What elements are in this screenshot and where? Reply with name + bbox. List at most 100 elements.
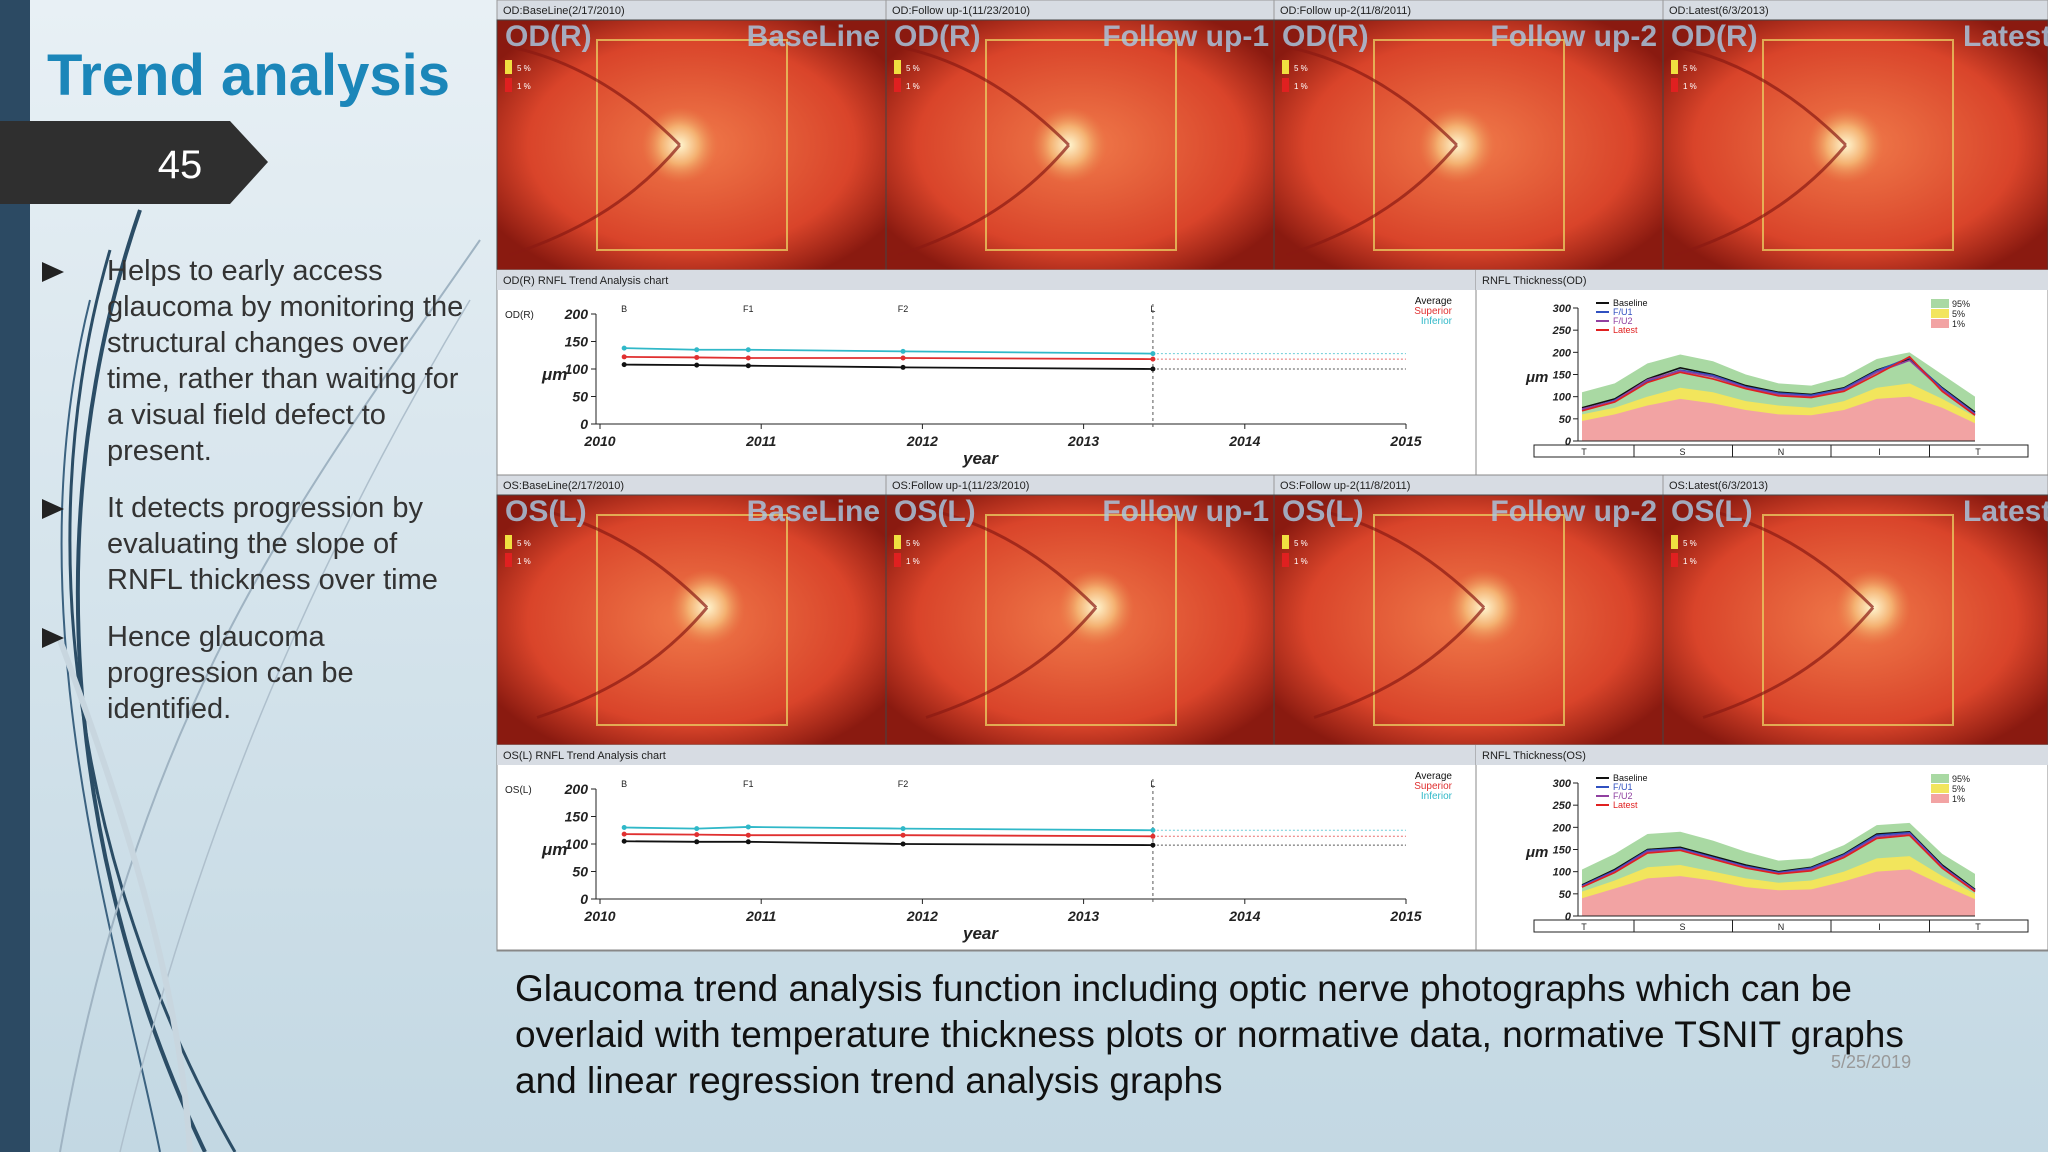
y-tick-label: 50 [572, 864, 588, 880]
scale-label: 1 % [1683, 557, 1697, 566]
sector-strip [1533, 444, 2029, 458]
eye-overlay: OD(R) [505, 20, 592, 53]
scale-label: 1 % [517, 557, 531, 566]
visit-marker: F1 [743, 304, 754, 314]
scale-swatch [505, 60, 512, 74]
thickness-grid [596, 514, 788, 726]
sector-label: T [1581, 447, 1587, 457]
y-tick-label: 0 [1565, 436, 1572, 448]
chart-title: OD(R) RNFL Trend Analysis chart [503, 275, 668, 287]
eye-overlay: OS(L) [505, 495, 587, 528]
x-tick-label: 2012 [906, 908, 938, 924]
bullet-text: Hence glaucoma [107, 621, 325, 653]
stage-overlay: Follow up-1 [1102, 495, 1269, 528]
bullet-marker [42, 499, 64, 519]
eye-overlay: OS(L) [1282, 495, 1364, 528]
panel-header-text: OS:Follow up-2(11/8/2011) [1280, 480, 1410, 492]
bullet-text: present. [107, 435, 212, 467]
y-axis-label: μm [541, 840, 567, 859]
trend-chart: OS(L) RNFL Trend Analysis chart OS(L) μm ye… [496, 744, 1477, 951]
band-swatch [1931, 319, 1949, 328]
visit-marker: F2 [898, 304, 909, 314]
y-tick-label: 50 [572, 389, 588, 405]
vessel [1303, 506, 1486, 719]
stage-overlay: Latest [1963, 20, 2048, 53]
vessel [1276, 43, 1458, 257]
y-tick-label: 200 [1552, 347, 1572, 359]
x-axis-label: year [962, 924, 999, 943]
legend-entry: Inferior [1421, 791, 1453, 802]
y-tick-label: 300 [1553, 778, 1572, 790]
trend-point [621, 838, 627, 844]
scale-label: 5 % [1294, 64, 1308, 73]
band-label: 1% [1952, 319, 1965, 329]
y-axis-label: μm [541, 365, 567, 384]
bullet-text: progression can be [107, 657, 354, 689]
number-tab [0, 121, 268, 204]
legend-entry: Average [1415, 771, 1453, 782]
trend-point [900, 348, 906, 354]
chart-panel [496, 269, 1477, 476]
stage-overlay: BaseLine [747, 495, 880, 528]
caption-line: overlaid with temperature thickness plot… [515, 1014, 1904, 1055]
trend-point [900, 364, 906, 370]
band-swatch [1931, 299, 1949, 308]
x-tick-label: 2011 [745, 908, 776, 924]
trend-point [621, 362, 627, 368]
stage-overlay: BaseLine [747, 20, 880, 53]
visit-marker: F2 [898, 779, 909, 789]
legend-entry: Superior [1414, 306, 1452, 317]
tsnit-line [1581, 355, 1976, 416]
band-label: 95% [1952, 299, 1970, 309]
scale-swatch [1671, 78, 1678, 92]
eye-overlay: OD(R) [1671, 20, 1758, 53]
sector-label: S [1679, 922, 1685, 932]
tsnit-line [1581, 830, 1976, 891]
eye-label: OS(L) [505, 785, 532, 796]
bullet-text: It detects progression by [107, 492, 423, 524]
decor-curves [57, 209, 481, 1152]
panel-header-text: OS:Follow up-1(11/23/2010) [892, 480, 1029, 492]
visit-marker: L [1150, 779, 1155, 789]
trend-point [694, 362, 700, 368]
legend-entry: F/U1 [1613, 782, 1633, 792]
chart-header [1476, 745, 2048, 765]
chart-title: RNFL Thickness(OS) [1482, 750, 1586, 762]
band-label: 5% [1952, 309, 1965, 319]
scale-label: 1 % [1683, 82, 1697, 91]
trend-point [694, 347, 700, 353]
scale-label: 5 % [1294, 539, 1308, 548]
scale-swatch [894, 78, 901, 92]
visit-marker: F1 [743, 779, 754, 789]
chart-title: RNFL Thickness(OD) [1482, 275, 1587, 287]
scale-swatch [1671, 535, 1678, 549]
scale-swatch [1282, 553, 1289, 567]
y-tick-label: 250 [1552, 325, 1572, 337]
slide-number: 45 [158, 143, 203, 187]
eye-label: OD(R) [505, 310, 534, 321]
eye-overlay: OD(R) [1282, 20, 1369, 53]
panel-header-text: OD:BaseLine(2/17/2010) [503, 5, 625, 17]
chart-header [1476, 270, 2048, 290]
y-tick-label: 50 [1559, 414, 1572, 426]
trend-point [745, 824, 751, 830]
x-tick-label: 2013 [1067, 433, 1099, 449]
tsnit-line [1581, 359, 1976, 416]
stage-overlay: Follow up-1 [1102, 20, 1269, 53]
y-tick-label: 250 [1552, 800, 1572, 812]
scale-swatch [505, 78, 512, 92]
y-axis-label: μm [1525, 369, 1548, 386]
x-tick-label: 2015 [1389, 433, 1421, 449]
x-tick-label: 2014 [1228, 433, 1260, 449]
fundus-panel: OD:Latest(6/3/2013) OD(R) Latest 5 % 1 % [1662, 0, 2048, 271]
legend-entry: Superior [1414, 781, 1452, 792]
bullet-marker [42, 628, 64, 648]
trend-point [694, 839, 700, 845]
y-axis-label: μm [1525, 844, 1548, 861]
scale-label: 5 % [1683, 539, 1697, 548]
scale-swatch [1282, 535, 1289, 549]
trend-point [745, 839, 751, 845]
eye-overlay: OS(L) [894, 495, 976, 528]
legend-entry: Average [1415, 296, 1453, 307]
